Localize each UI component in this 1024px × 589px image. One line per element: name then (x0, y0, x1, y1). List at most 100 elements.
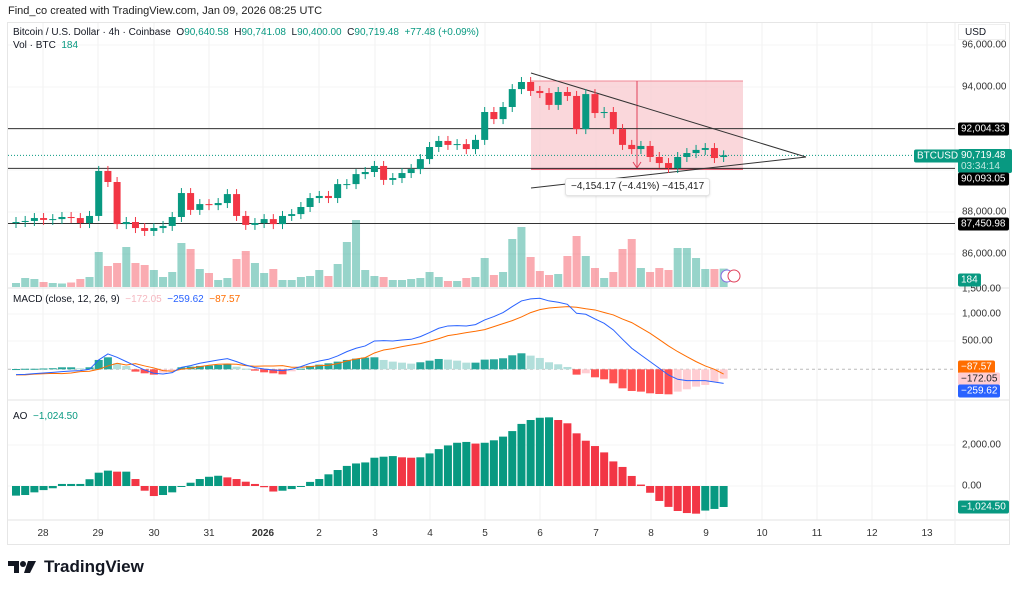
candle (113, 177, 121, 230)
drawing-layer (8, 72, 955, 224)
volume-bar (370, 276, 379, 287)
volume-value: 184 (61, 40, 79, 51)
candle (269, 214, 277, 230)
ao-bar (352, 463, 361, 486)
macd-histogram-bar (352, 358, 361, 370)
candle (573, 90, 581, 135)
candle-body (150, 228, 158, 231)
candle-body (279, 215, 287, 225)
macd-line-tag: −259.62 (958, 384, 1001, 398)
ao-bar (453, 442, 462, 486)
volume-bar (122, 247, 131, 287)
candle (177, 188, 185, 222)
candle (30, 213, 38, 226)
ao-bar (581, 440, 590, 486)
candle-body (527, 82, 535, 91)
candle (279, 210, 287, 230)
macd-histogram-bar (30, 368, 39, 370)
ao-pane (12, 417, 728, 514)
candle-body (214, 203, 222, 206)
ao-bar (269, 486, 278, 492)
ao-bar (388, 456, 397, 486)
candle (122, 217, 130, 230)
macd-histogram-bar (324, 363, 333, 370)
macd-histogram-bar (692, 369, 701, 387)
macd-histogram-bar (315, 364, 324, 370)
candle-body (646, 145, 654, 157)
ao-bar (278, 486, 287, 491)
ao-bar (306, 481, 315, 486)
candle (527, 77, 535, 96)
macd-signal-line (15, 306, 724, 376)
symbol-title[interactable]: Bitcoin / U.S. Dollar · 4h · Coinbase (13, 27, 171, 38)
macd-signal-tag: −87.57 (958, 360, 995, 374)
macd-histogram-bar (39, 368, 48, 370)
macd-histogram-bar (214, 364, 223, 370)
candle-body (324, 195, 332, 199)
candle-body (591, 94, 599, 114)
measure-label: −4,154.17 (−4.41%) −415,417 (565, 178, 711, 196)
volume-bar (21, 278, 30, 287)
volume-bar (480, 258, 489, 287)
candle-body (30, 218, 38, 221)
candle (40, 213, 48, 225)
candle-body (701, 148, 709, 150)
candle (223, 189, 231, 209)
level-tag: 90,093.05 (958, 172, 1009, 186)
ao-bar (30, 486, 39, 493)
ao-bar (48, 486, 57, 489)
high-label: H (234, 27, 242, 38)
candle (187, 188, 195, 215)
ao-bar (260, 486, 269, 488)
bar-countdown: 03:34:14 (961, 161, 1000, 172)
ao-bar (250, 483, 259, 486)
currency-selector[interactable]: USD (958, 24, 1006, 40)
volume-bar (590, 268, 599, 287)
candle-body (554, 92, 562, 105)
volume-bar (342, 242, 351, 287)
candle-body (508, 89, 516, 107)
macd-histogram-bar (407, 363, 416, 370)
volume-bar (379, 277, 388, 287)
macd-tick: 1,500.00 (962, 283, 1001, 295)
macd-histogram-bar (21, 368, 30, 370)
candle-body (536, 90, 544, 94)
volume-bar (554, 274, 563, 287)
candle-body (426, 147, 434, 160)
candle-body (380, 165, 388, 180)
macd-histogram-bar (480, 359, 489, 370)
macd-histogram-bar (269, 369, 278, 374)
volume-bar (388, 280, 397, 287)
candle (591, 89, 599, 119)
ao-bar (554, 420, 563, 486)
macd-title[interactable]: MACD (close, 12, 26, 9) (13, 294, 120, 305)
volume-bar (168, 272, 177, 287)
macd-histogram-bar (499, 358, 508, 370)
macd-histogram-bar (223, 363, 232, 370)
volume-bar (609, 272, 618, 287)
volume-bar (462, 278, 471, 287)
ao-bar (499, 436, 508, 486)
macd-hist-value: −172.05 (125, 294, 162, 305)
candle (453, 139, 461, 150)
price-tick: 96,000.00 (962, 39, 1007, 51)
ao-bar (471, 443, 480, 486)
ao-bar (361, 462, 370, 486)
ao-bar (21, 486, 30, 496)
volume-bar (57, 283, 66, 287)
ao-title[interactable]: AO (13, 411, 28, 422)
macd-histogram-bar (526, 355, 535, 370)
logo-text: TradingView (44, 557, 144, 576)
volume-bar (39, 282, 48, 287)
volume-bar (425, 272, 434, 287)
candle-body (306, 198, 314, 207)
volume-bar (627, 239, 636, 287)
volume-bar (195, 269, 204, 287)
volume-bar (67, 282, 76, 287)
ao-bar (39, 486, 48, 491)
candle (67, 212, 75, 224)
candle-body (352, 174, 360, 185)
ao-bar (296, 486, 305, 487)
candle-body (361, 172, 369, 175)
